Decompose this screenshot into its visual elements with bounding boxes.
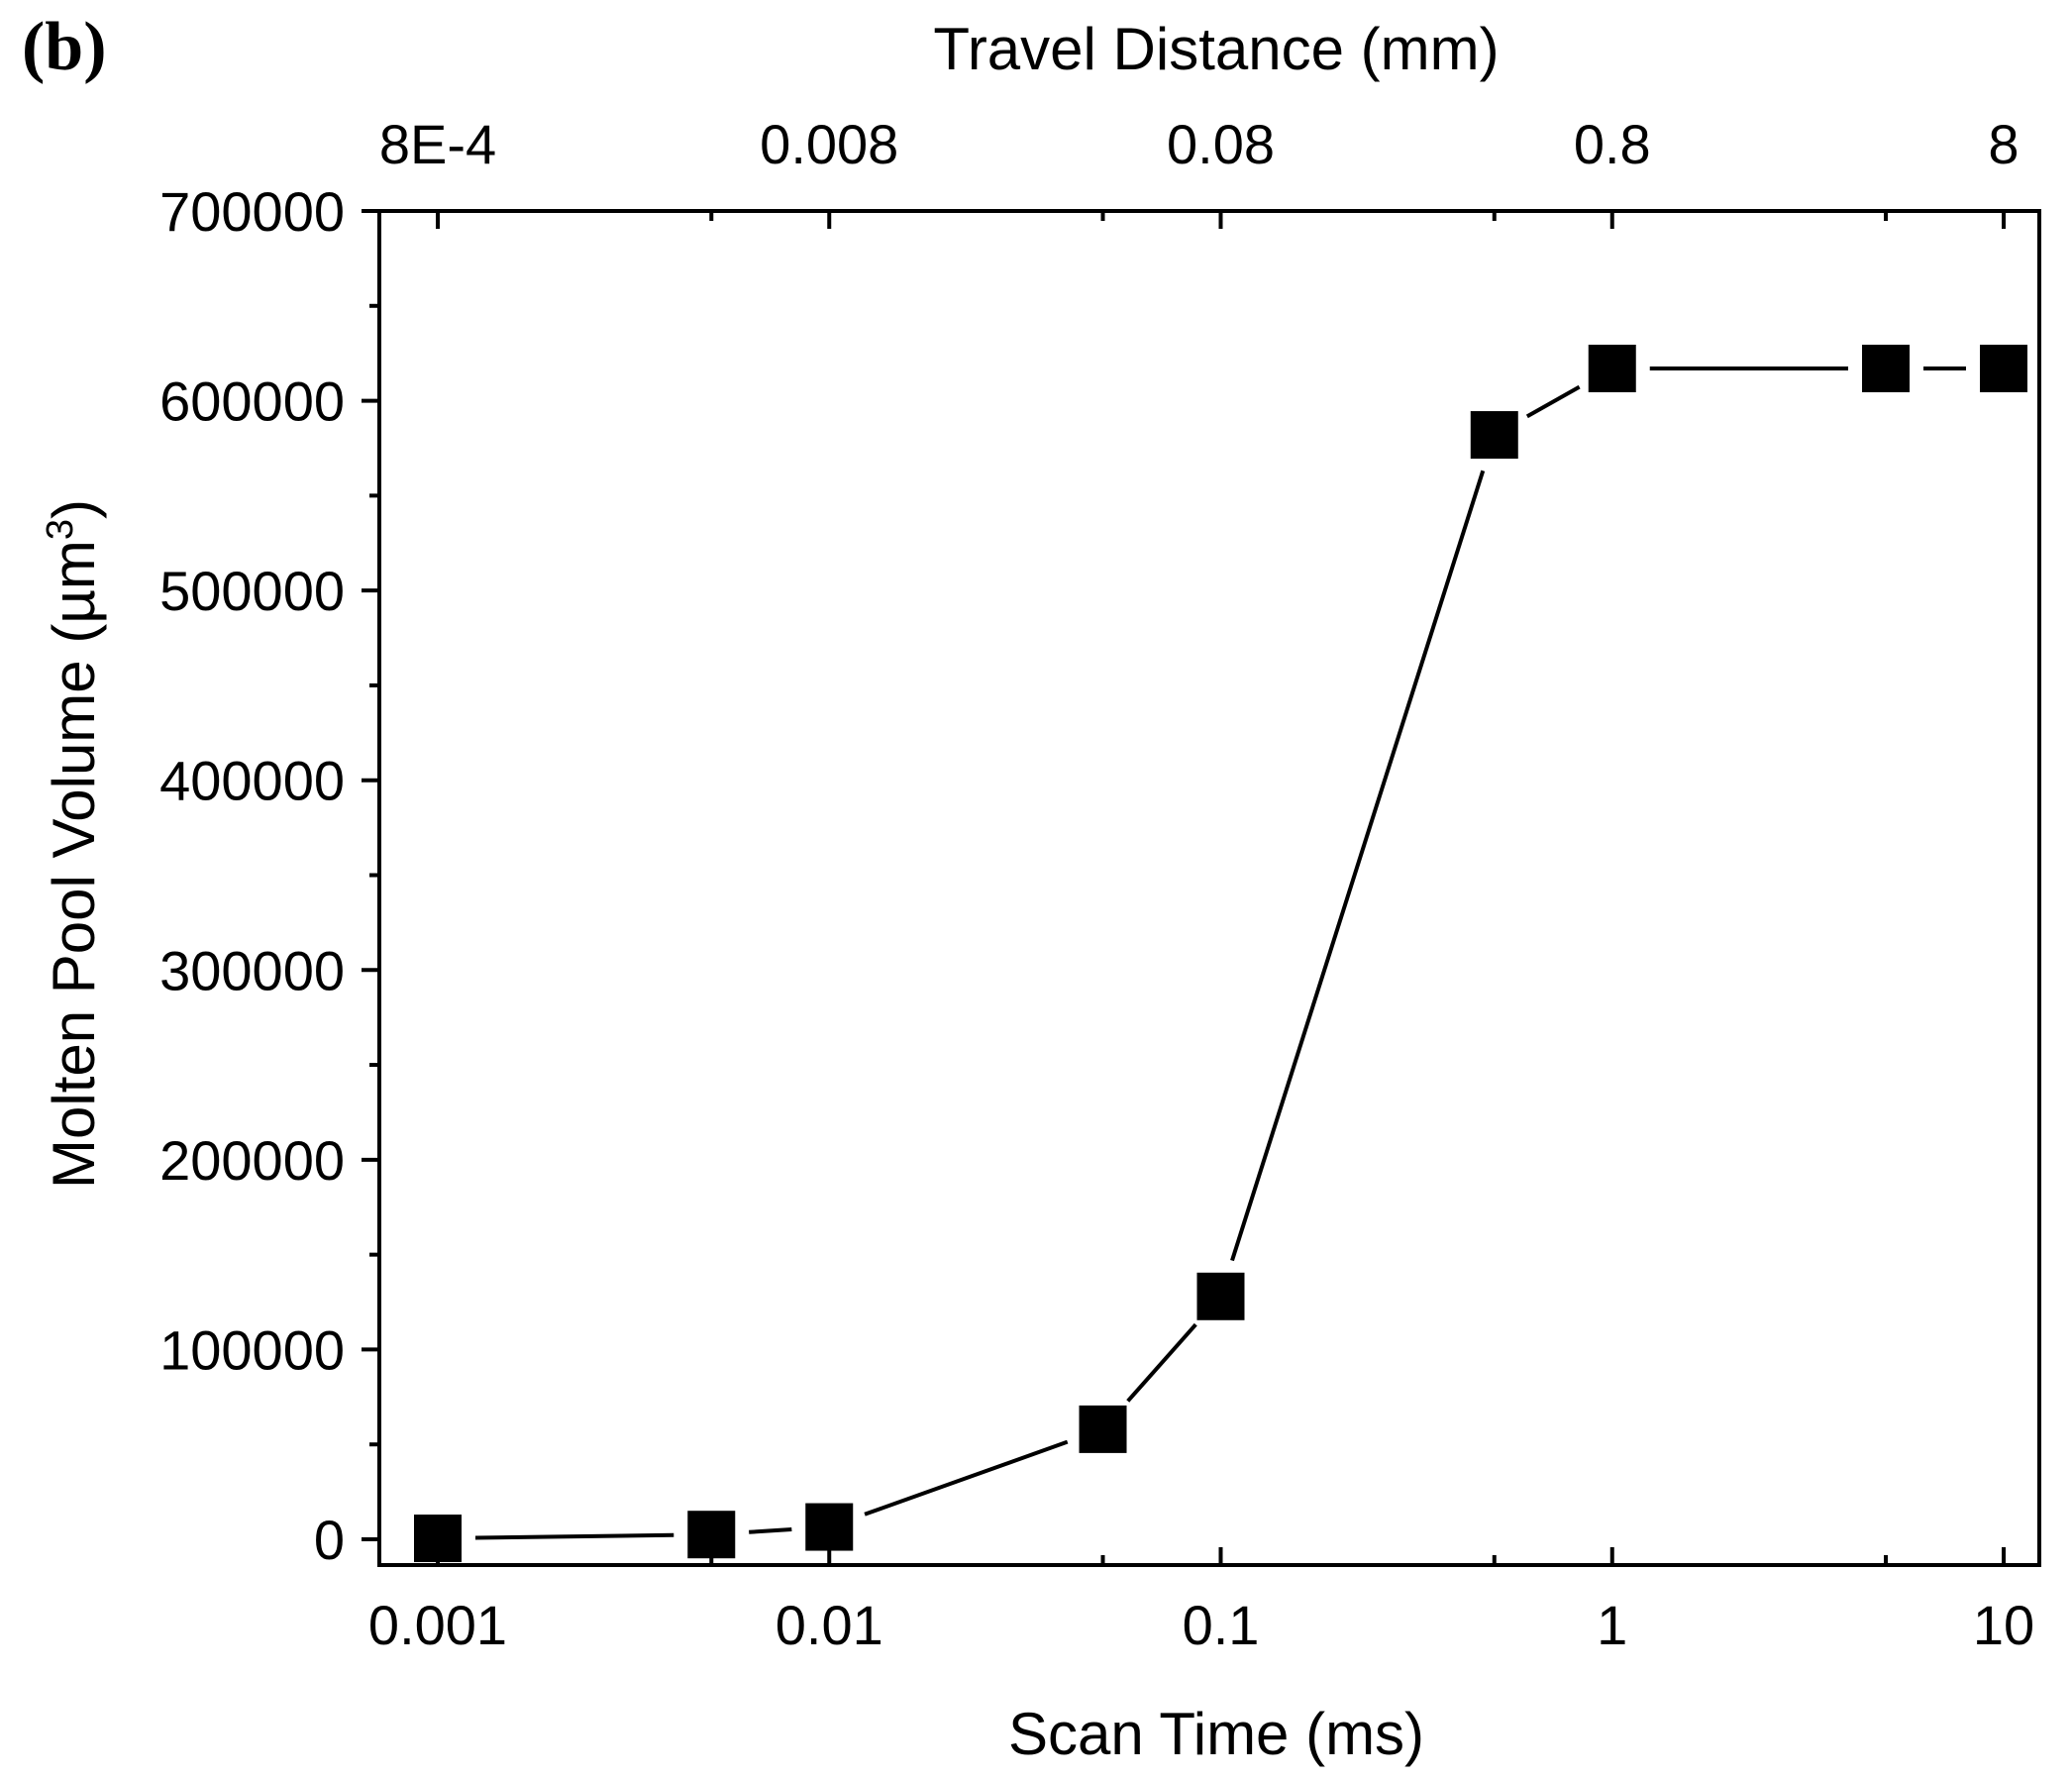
x2-tick-label: 8 [1988, 113, 2019, 175]
x-tick-label: 0.01 [776, 1594, 883, 1656]
series-line-segment [1230, 470, 1486, 1262]
y-axis-title: Molten Pool Volume (µm3) [40, 499, 107, 1189]
x-axis-title: Scan Time (ms) [1008, 1701, 1424, 1767]
y-tick-label: 0 [314, 1509, 345, 1571]
series-layer [414, 345, 2027, 1563]
x-tick-label: 10 [1973, 1594, 2034, 1656]
series-line-segment [474, 1532, 674, 1540]
x2-tick-label: 0.08 [1167, 113, 1275, 175]
x-tick-label: 0.1 [1183, 1594, 1260, 1656]
series-line-segment [749, 1526, 792, 1534]
y-tick-label: 600000 [159, 370, 345, 433]
data-point-marker [1196, 1272, 1245, 1320]
y-tick-label: 500000 [159, 560, 345, 622]
ticks-layer: 0.001 0.01 0.1 1 10 8E-4 0.008 0.08 0.8 8 0 100000 2… [159, 113, 2034, 1656]
data-point-marker [414, 1515, 462, 1563]
series-line-segment [864, 1439, 1069, 1517]
panel-label: (b) [22, 9, 107, 85]
series-line-segment [1126, 1322, 1197, 1403]
y-axis-title-superscript: 3 [40, 519, 81, 540]
plot-frame [377, 209, 2041, 1567]
data-point-marker [1588, 345, 1636, 393]
x2-axis-title: Travel Distance (mm) [933, 16, 1499, 82]
x-tick-label: 0.001 [368, 1594, 507, 1656]
y-tick-label: 200000 [159, 1129, 345, 1192]
y-axis-title-close: ) [41, 499, 107, 519]
y-axis-title-text: Molten Pool Volume (µm [41, 540, 107, 1189]
data-point-marker [1980, 345, 2027, 393]
y-tick-label: 400000 [159, 750, 345, 812]
x2-tick-label: 0.008 [760, 113, 898, 175]
y-tick-label: 300000 [159, 939, 345, 1001]
data-point-marker [1470, 411, 1518, 460]
y-tick-label: 100000 [159, 1318, 345, 1381]
data-point-marker [1862, 345, 1911, 393]
data-point-marker [1079, 1405, 1127, 1453]
series-line-segment [1525, 384, 1581, 419]
y-tick-label: 700000 [159, 180, 345, 243]
x-tick-label: 1 [1597, 1594, 1627, 1656]
data-point-marker [687, 1511, 736, 1559]
x2-tick-label: 8E-4 [379, 113, 496, 175]
data-point-marker [805, 1503, 854, 1551]
x2-tick-label: 0.8 [1574, 113, 1651, 175]
